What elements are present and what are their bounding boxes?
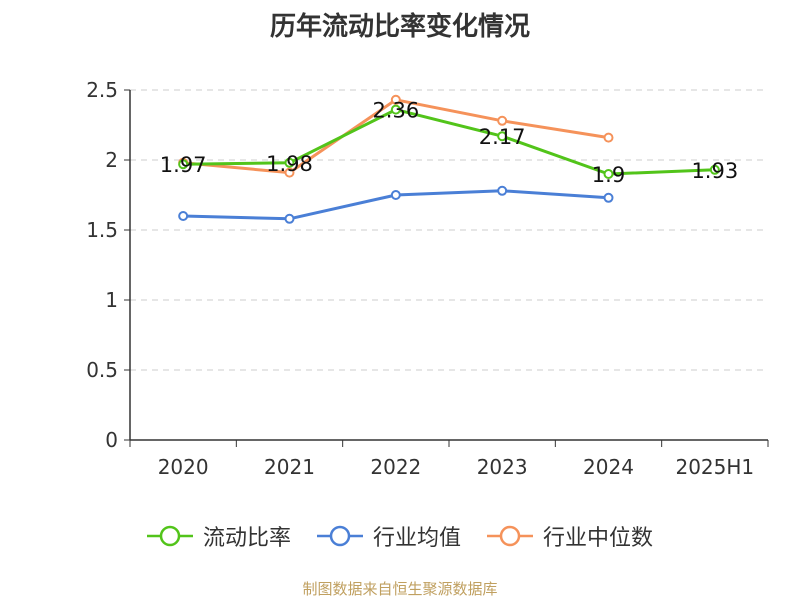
x-tick-label: 2022: [370, 455, 421, 479]
data-label: 1.98: [266, 152, 313, 176]
legend-line-icon: [487, 525, 533, 547]
x-tick-label: 2020: [158, 455, 209, 479]
data-point: [390, 190, 401, 200]
y-tick-label: 2: [105, 148, 118, 172]
data-label: 1.97: [160, 153, 207, 177]
y-tick-label: 1.5: [86, 218, 118, 242]
data-point: [497, 185, 508, 196]
legend-item[interactable]: 行业中位数: [487, 520, 653, 552]
x-tick-label: 2025H1: [675, 455, 754, 479]
data-point: [284, 167, 295, 178]
data-point: [284, 213, 295, 224]
legend-line-icon: [316, 525, 363, 547]
legend-label: 流动比率: [202, 526, 291, 551]
data-label: 1.93: [691, 159, 738, 183]
data-point: [709, 164, 720, 175]
data-point: [497, 115, 508, 126]
y-tick-label: 2.5: [86, 78, 118, 102]
data-point: [284, 157, 295, 168]
legend-item[interactable]: 流动比率: [146, 520, 291, 552]
legend-label: 行业中位数: [543, 526, 654, 551]
y-tick-label: 0: [105, 428, 118, 452]
data-point: [603, 169, 614, 179]
data-point: [178, 211, 189, 221]
data-label: 2.17: [479, 125, 526, 149]
legend-line-icon: [146, 525, 193, 547]
series-line: [183, 108, 715, 176]
legend-item[interactable]: 行业均值: [316, 520, 461, 552]
y-tick-label: 0.5: [86, 358, 118, 382]
data-label: 2.36: [372, 99, 419, 123]
data-point: [603, 192, 614, 203]
x-tick-label: 2024: [583, 455, 634, 479]
data-label: 1.9: [592, 163, 625, 187]
legend: 流动比率 行业均值 行业中位数: [0, 520, 800, 552]
data-point: [178, 159, 189, 170]
data-point: [497, 131, 508, 142]
y-tick-label: 1: [105, 288, 118, 312]
source-note: 制图数据来自恒生聚源数据库: [302, 580, 498, 598]
x-tick-label: 2021: [264, 455, 315, 479]
data-point: [390, 104, 401, 115]
chart-title: 历年流动比率变化情况: [269, 12, 530, 42]
legend-label: 行业均值: [372, 526, 461, 551]
x-tick-label: 2023: [477, 455, 528, 479]
data-point: [390, 94, 401, 105]
data-point: [603, 132, 614, 143]
